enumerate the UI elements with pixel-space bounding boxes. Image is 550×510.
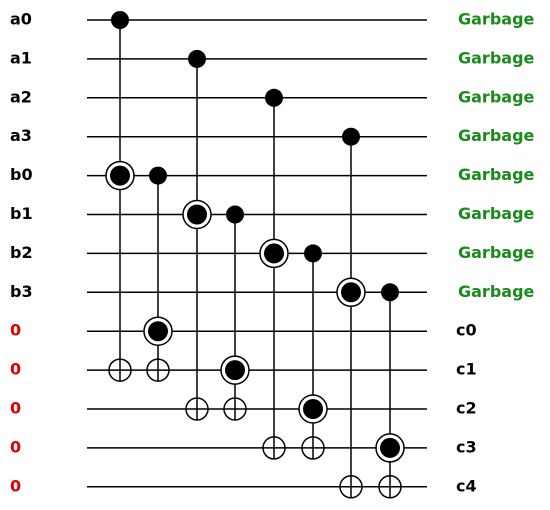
output-label: c1 [456,360,477,379]
input-label: b1 [10,204,33,223]
output-label: Garbage [458,243,535,262]
control-dot [149,166,167,185]
control-dot [342,127,360,146]
control-dot [304,244,322,263]
output-label: Garbage [458,165,535,184]
input-label: b2 [10,243,33,262]
input-label: 0 [10,399,21,418]
circled-control-dot [380,437,400,458]
gate [220,205,250,421]
input-label: 0 [10,360,21,379]
output-label: c4 [456,476,477,495]
circled-control-dot [187,204,207,225]
input-label: a1 [10,48,32,67]
input-label: 0 [10,321,21,340]
input-label: a3 [10,126,32,145]
output-label: Garbage [458,48,535,67]
gate [182,49,212,421]
circled-control-dot [264,243,284,264]
control-dot [381,283,399,302]
control-dot [111,11,129,29]
control-dot [188,49,206,68]
circled-control-dot [110,165,130,186]
gate [298,244,328,460]
circled-control-dot [225,360,245,381]
input-label: a0 [10,10,32,29]
circled-control-dot [341,282,361,303]
input-label: b0 [10,165,33,184]
gate [143,166,173,382]
circled-control-dot [303,399,323,419]
output-label: c2 [456,399,477,418]
control-dot [265,88,283,107]
input-label: 0 [10,476,21,495]
input-label: a2 [10,87,32,106]
output-label: Garbage [458,282,535,301]
output-label: c0 [456,321,477,340]
output-label: Garbage [458,204,535,223]
gate [259,88,289,460]
control-dot [226,205,244,224]
input-label: b3 [10,282,33,301]
output-label: Garbage [458,10,535,29]
output-label: Garbage [458,126,535,145]
gate [375,283,405,499]
gate [105,11,135,382]
output-label: Garbage [458,87,535,106]
gate [336,127,366,499]
output-label: c3 [456,437,477,456]
circled-control-dot [148,321,168,342]
input-label: 0 [10,437,21,456]
